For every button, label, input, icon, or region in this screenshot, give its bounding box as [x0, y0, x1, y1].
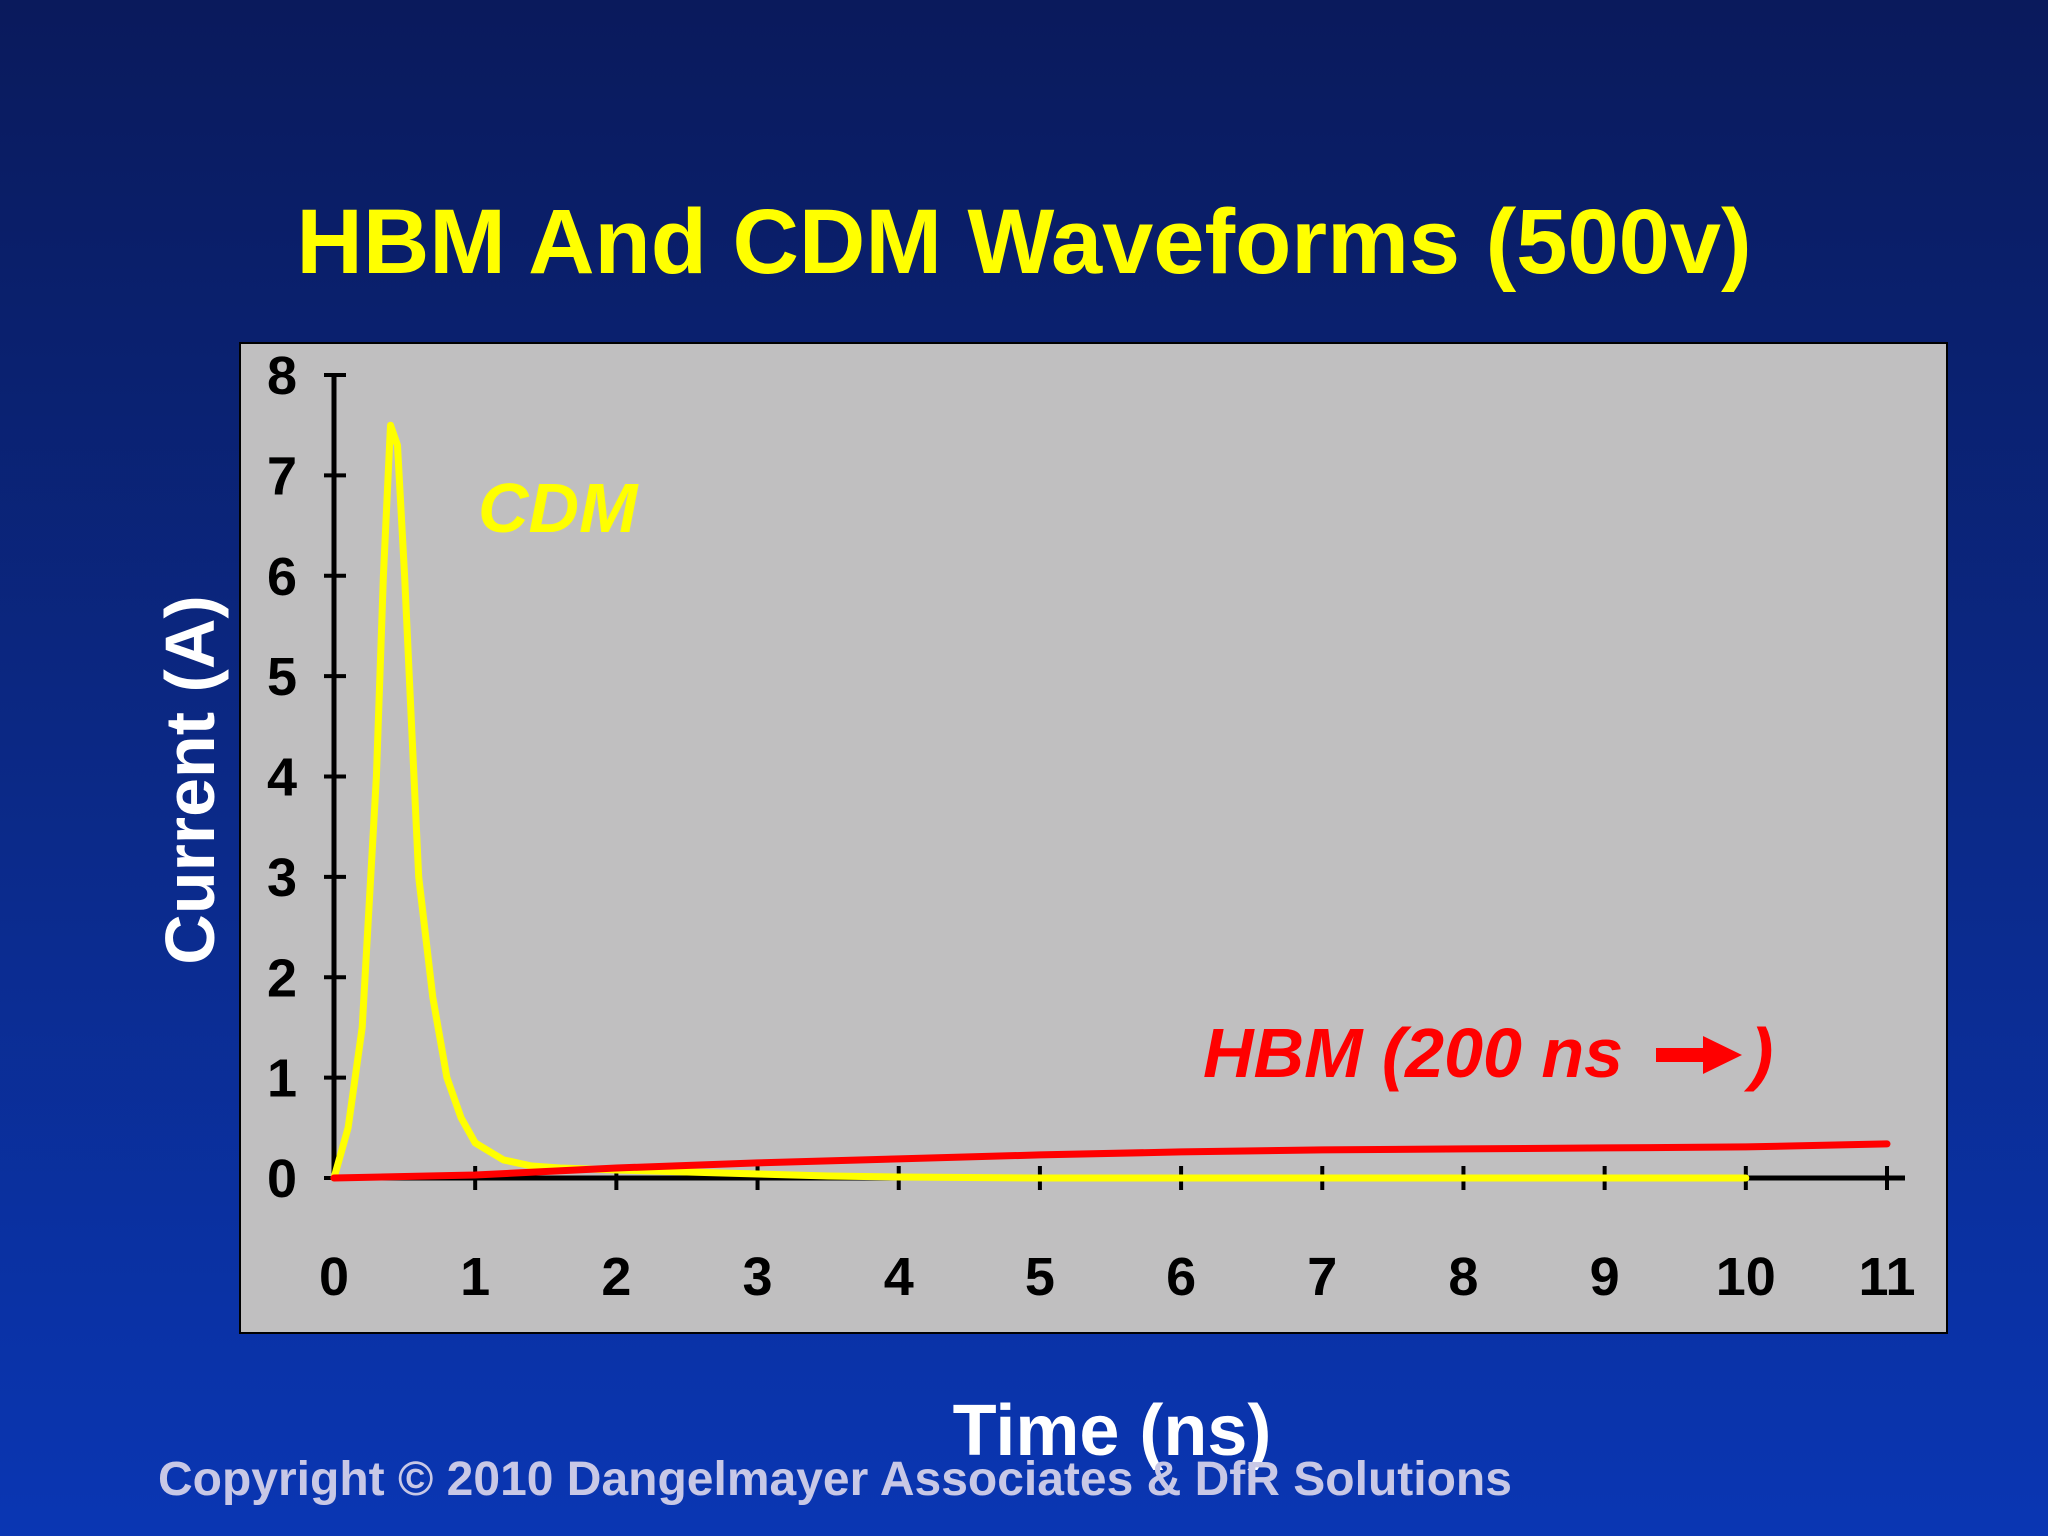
arrow-right-icon — [1656, 1036, 1742, 1074]
hbm-series-line — [330, 1140, 1891, 1182]
y-tick-label: 0 — [267, 1149, 297, 1209]
cdm-label: CDM — [478, 469, 639, 547]
x-tick-label: 3 — [743, 1247, 773, 1307]
y-tick-label: 7 — [267, 446, 297, 506]
y-tick-label: 2 — [267, 948, 297, 1008]
hbm-label-close: ) — [1743, 1014, 1773, 1092]
y-tick-label: 4 — [267, 748, 297, 808]
x-tick-label: 6 — [1166, 1247, 1196, 1307]
y-tick-label: 8 — [267, 346, 297, 406]
x-axis-label: Time (ns) — [952, 1391, 1272, 1471]
hbm-label: HBM (200 ns — [1203, 1014, 1623, 1092]
y-tick-label: 1 — [267, 1049, 297, 1109]
y-tick-label: 6 — [267, 547, 297, 607]
plot-area — [239, 342, 1948, 1334]
y-axis-label: Current (A) — [151, 595, 229, 965]
y-tick-label: 3 — [267, 848, 297, 908]
axes: 0 1 2 3 4 5 6 7 8 0 1 2 3 4 5 6 7 8 9 10 11 — [267, 346, 1916, 1307]
x-tick-label: 0 — [319, 1247, 349, 1307]
x-tick-label: 2 — [601, 1247, 631, 1307]
labels-layer: CDM HBM (200 ns ) — [478, 469, 1773, 1092]
x-tick-label: 10 — [1716, 1247, 1776, 1307]
x-tick-label: 1 — [460, 1247, 490, 1307]
cdm-series-line — [330, 421, 1750, 1182]
copyright-notice: Copyright © 2010 Dangelmayer Associates … — [158, 1453, 1512, 1506]
x-tick-label: 11 — [1858, 1247, 1915, 1307]
slide-title: HBM And CDM Waveforms (500v) — [296, 191, 1752, 293]
x-tick-label: 4 — [884, 1247, 914, 1307]
x-tick-label: 8 — [1448, 1247, 1478, 1307]
x-tick-label: 5 — [1025, 1247, 1055, 1307]
y-tick-label: 5 — [267, 647, 297, 707]
series-layer — [330, 421, 1891, 1182]
x-tick-label: 7 — [1307, 1247, 1337, 1307]
x-tick-label: 9 — [1590, 1247, 1620, 1307]
